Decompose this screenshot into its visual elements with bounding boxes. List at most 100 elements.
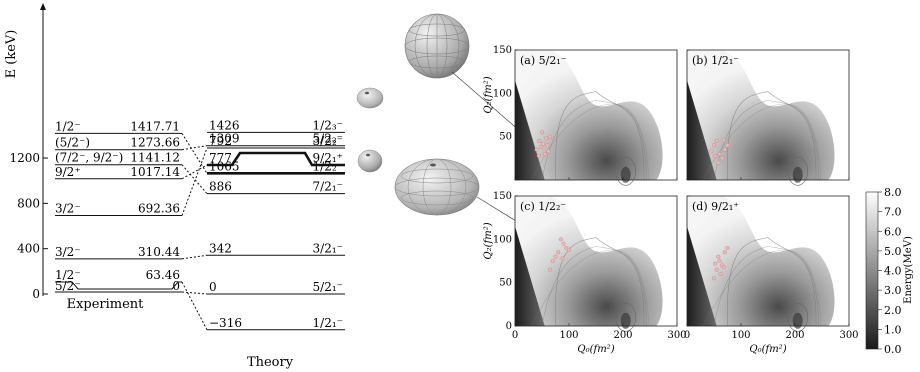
theory-level-line: [207, 151, 345, 167]
colorbar-ticks: 0.0 1.0 2.0 3.0 4.0 5.0 6.0 7.0 8.0: [878, 186, 902, 356]
prolate-shape-icon: [357, 149, 383, 173]
experiment-level-energy: 310.44: [138, 245, 180, 259]
pes-panel: (a) 5/2₁⁻ 50 100 150 Q₂(fm²): [483, 45, 678, 186]
pes-sample-dot: [560, 256, 565, 261]
pes-sample-dot: [721, 265, 726, 270]
pes-surface: [515, 196, 663, 326]
theory-level-state: 3/2₁⁻: [313, 241, 343, 255]
pes-sample-dot: [721, 138, 726, 143]
colorbar-tick-label: 4.0: [884, 265, 902, 278]
pes-contour: [541, 245, 648, 327]
oblate-shape-large-icon: [394, 158, 480, 216]
colorbar-tick-label: 8.0: [884, 186, 902, 199]
experiment-level-line: [55, 281, 182, 290]
pes-y-tick-label: 50: [499, 132, 512, 143]
pes-forbidden-wedge: [687, 226, 717, 326]
experiment-level-spin: 3/2⁻: [55, 202, 81, 216]
experiment-levels: 1/2⁻ 1417.71 (5/2⁻) 1273.66 (7/2⁻, 9/2⁻) 1141…: [55, 119, 182, 293]
pes-contour: [727, 237, 817, 327]
pes-sample-dot: [717, 151, 722, 156]
theory-level-state: 1/2₃⁻: [313, 118, 343, 132]
pes-forbidden-wedge: [515, 80, 545, 180]
pes-panel-label: (a) 5/2₁⁻: [520, 54, 567, 67]
pes-panel: (b) 1/2₁⁻: [686, 49, 850, 186]
pes-sample-dot: [542, 151, 547, 156]
pes-x-axis-label: Q₀(fm²): [749, 344, 786, 355]
pes-surface: [687, 196, 835, 326]
pes-sample-dot: [534, 147, 539, 152]
experiment-level-spin: 3/2⁻: [55, 245, 81, 259]
pes-x-tick-label: 0: [512, 330, 518, 341]
pes-sample-dot: [712, 276, 717, 281]
pes-x-tick-label: 0: [684, 330, 690, 341]
experiment-level-energy: 1141.12: [130, 151, 180, 165]
pes-sample-dot: [722, 147, 727, 152]
pes-surface: [687, 50, 835, 180]
connectors: [181, 133, 208, 331]
pes-sample-dot: [567, 247, 572, 252]
experiment-level-energy: 1017.14: [130, 165, 180, 179]
pes-minimum-contour: [787, 303, 809, 332]
colorbar-label: Energy(MeV): [903, 236, 914, 304]
level-connector: [181, 164, 208, 194]
colorbar-tick-label: 3.0: [884, 284, 902, 297]
pes-minimum: [792, 166, 803, 183]
pes-contour: [727, 91, 817, 181]
pes-frame: [686, 49, 850, 181]
pes-sample-dot: [709, 149, 714, 154]
pes-x-tick-label: 100: [559, 330, 578, 341]
pes-y-tick-label: 150: [493, 191, 512, 202]
pes-sample-dot: [538, 145, 543, 150]
pes-frame: [686, 195, 850, 327]
pes-panel: (c) 1/2₂⁻ 0 100 200 300 Q₀(fm²) 0 50 100 150 Q₂(fm…: [483, 191, 687, 355]
experiment-level-spin: (7/2⁻, 9/2⁻): [55, 151, 123, 165]
pes-sample-dot: [540, 130, 545, 135]
pes-minimum: [620, 166, 631, 183]
experiment-level-energy: 1273.66: [130, 136, 180, 150]
pes-minimum-contour: [615, 303, 637, 332]
pes-forbidden-wedge: [515, 226, 545, 326]
theory-level-state: 3/2₂⁻: [313, 134, 343, 148]
theory-level-state: 7/2₁⁻: [313, 180, 343, 194]
pes-surface: [515, 50, 663, 180]
experiment-level-energy: 692.36: [138, 202, 180, 216]
level-connector: [181, 254, 208, 260]
theory-level-energy: −316: [209, 316, 242, 330]
pes-y-tick-label: 100: [493, 234, 512, 245]
pes-y-axis-label: Q₂(fm²): [483, 222, 494, 259]
pes-sample-dot: [546, 149, 551, 154]
level-y-tick-label: 1200: [9, 151, 40, 165]
pes-sample-dot: [716, 160, 721, 165]
pes-contour: [530, 249, 650, 327]
pes-sample-dot: [553, 254, 558, 259]
pes-contour: [713, 99, 820, 181]
pes-y-tick-label: 100: [493, 88, 512, 99]
experiment-level-spin: 1/2⁻: [55, 268, 81, 282]
colorbar-tick-label: 5.0: [884, 245, 902, 258]
colorbar-tick-label: 6.0: [884, 225, 902, 238]
level-y-ticks: 0 400 800 1200: [9, 151, 48, 301]
level-connector: [181, 147, 208, 216]
theory-level-energy: 1309: [209, 132, 240, 146]
pes-sample-dot: [713, 261, 718, 266]
pes-sample-dot: [725, 143, 730, 148]
pes-sample-dot: [537, 138, 542, 143]
pes-x-tick-label: 100: [731, 330, 750, 341]
experiment-level-spin: 1/2⁻: [55, 119, 81, 133]
pes-sample-dot: [722, 250, 727, 255]
level-y-tick-label: 0: [32, 287, 40, 301]
theory-level-state: 5/2₂⁻: [313, 132, 343, 146]
pes-minimum-contour: [615, 157, 637, 186]
theory-level-state: 1/2₂⁻: [313, 159, 343, 173]
pes-x-tick-label: 300: [667, 330, 686, 341]
theory-level-state: 5/2₁⁻: [313, 280, 343, 294]
pes-minimum-contour: [787, 157, 809, 186]
theory-level-energy: 792: [209, 134, 232, 148]
level-y-tick-label: 400: [17, 242, 40, 256]
pes-panel-label: (c) 1/2₂⁻: [520, 200, 566, 213]
theory-level-energy: 342: [209, 241, 232, 255]
theory-level-energy: 777: [209, 151, 232, 165]
experiment-level-energy: 63.46: [146, 268, 180, 282]
pes-sample-dot: [720, 156, 725, 161]
